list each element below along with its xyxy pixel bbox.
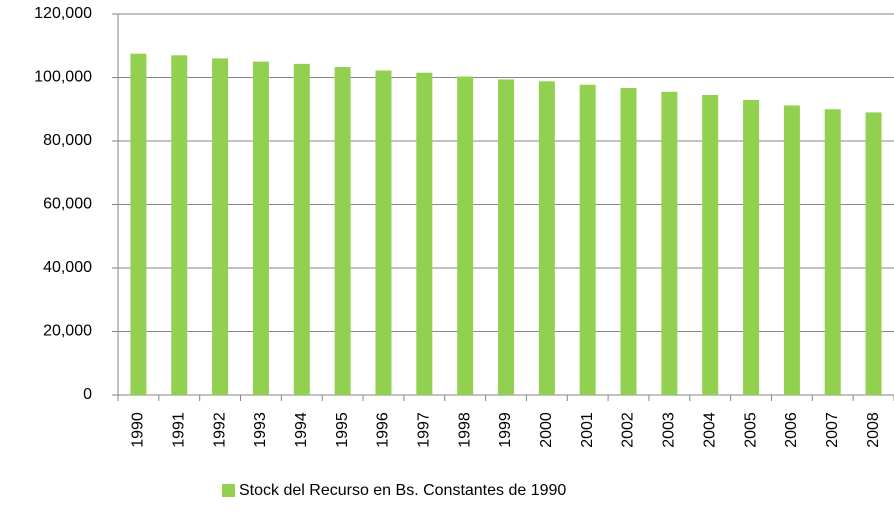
- x-tick-label: 2001: [579, 412, 596, 448]
- bar: [252, 61, 269, 395]
- x-tick-label: 1993: [252, 412, 269, 448]
- x-tick-label: 2004: [701, 412, 718, 448]
- bar: [661, 91, 678, 395]
- y-tick-label: 0: [83, 386, 92, 403]
- bar: [538, 81, 555, 395]
- x-tick-label: 2000: [538, 412, 555, 448]
- bar: [130, 53, 147, 395]
- x-tick-label: 2007: [824, 412, 841, 448]
- x-tick-label: 1991: [170, 412, 187, 448]
- bar: [783, 105, 800, 395]
- x-tick-label: 1990: [130, 412, 147, 448]
- y-tick-label: 20,000: [43, 323, 92, 340]
- bar: [457, 76, 474, 396]
- bar: [824, 109, 841, 395]
- bar: [334, 67, 351, 396]
- bar: [416, 72, 433, 396]
- x-tick-label: 1997: [416, 412, 433, 448]
- x-tick-label: 2003: [661, 412, 678, 448]
- bar: [865, 112, 882, 396]
- bar: [579, 84, 596, 396]
- bar: [498, 79, 514, 395]
- y-tick-label: 60,000: [43, 196, 92, 213]
- x-tick-label: 1999: [497, 412, 514, 448]
- bar: [171, 55, 188, 396]
- bar: [212, 58, 229, 395]
- bar: [293, 63, 310, 395]
- bar: [702, 94, 719, 396]
- x-tick-label: 2006: [783, 412, 800, 448]
- y-tick-label: 120,000: [34, 5, 92, 22]
- x-tick-label: 1996: [375, 412, 392, 448]
- x-tick-label: 2005: [742, 412, 759, 448]
- y-tick-label: 80,000: [43, 132, 92, 149]
- bar: [620, 87, 637, 395]
- x-tick-label: 2008: [865, 412, 882, 448]
- x-tick-label: 1994: [293, 412, 310, 448]
- bar: [743, 100, 760, 395]
- x-tick-label: 1995: [334, 412, 351, 448]
- y-tick-label: 40,000: [43, 259, 92, 276]
- bar: [375, 70, 392, 395]
- x-tick-label: 2002: [620, 412, 637, 448]
- legend-swatch: [222, 484, 235, 497]
- x-tick-label: 1992: [211, 412, 228, 448]
- legend-label: Stock del Recurso en Bs. Constantes de 1…: [239, 482, 566, 499]
- y-tick-label: 100,000: [34, 69, 92, 86]
- x-tick-label: 1998: [456, 412, 473, 448]
